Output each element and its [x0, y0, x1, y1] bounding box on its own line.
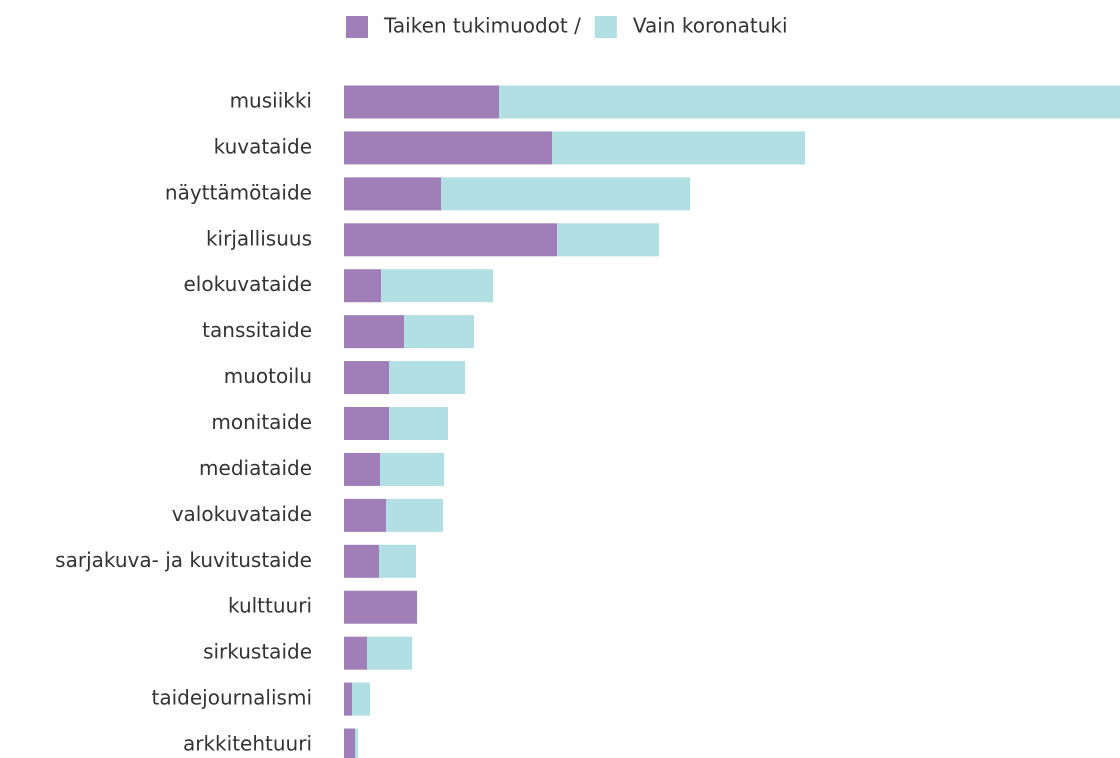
bar-segment — [344, 498, 386, 532]
category-label: musiikki — [230, 89, 312, 113]
bar-segment — [441, 177, 690, 211]
category-label: muotoilu — [224, 364, 312, 388]
bar-segment — [552, 131, 805, 165]
bar-segment — [389, 361, 465, 395]
bar-segment — [344, 85, 499, 119]
bar-segment — [389, 407, 448, 441]
bar-segment — [344, 177, 441, 211]
bar-segment — [344, 728, 355, 758]
category-label: sarjakuva- ja kuvitustaide — [55, 548, 312, 572]
legend-swatch — [346, 16, 368, 38]
bar-segment — [380, 452, 444, 486]
legend-swatch — [594, 16, 617, 38]
bar-segment — [557, 223, 659, 257]
bar-segment — [344, 361, 389, 395]
bar-segment — [352, 682, 370, 716]
category-label: näyttämötaide — [165, 180, 312, 204]
bar-segment — [344, 407, 389, 441]
category-label: arkkitehtuuri — [183, 732, 312, 756]
category-label: kirjallisuus — [206, 226, 312, 250]
category-label: kulttuuri — [228, 594, 312, 618]
bar-segment — [344, 452, 380, 486]
bar-segment — [344, 131, 552, 165]
category-label: kuvataide — [214, 134, 312, 158]
bar-segment — [344, 590, 417, 624]
bar-segment — [404, 315, 474, 349]
bar-segment — [344, 223, 557, 257]
legend-label: Vain koronatuki — [633, 14, 788, 38]
bar-segment — [499, 85, 1120, 119]
bar-segment — [367, 636, 412, 670]
bar-segment — [381, 269, 493, 303]
bar-segment — [344, 315, 404, 349]
bar-segment — [344, 269, 381, 303]
category-label: monitaide — [211, 410, 312, 434]
category-label: tanssitaide — [202, 318, 312, 342]
bar-segment — [344, 682, 352, 716]
category-label: sirkustaide — [203, 640, 312, 664]
category-label: mediataide — [199, 456, 312, 480]
bar-segment — [379, 544, 416, 578]
category-label: taidejournalismi — [152, 686, 313, 710]
legend-label: Taiken tukimuodot / — [383, 14, 581, 38]
bar-segment — [355, 728, 358, 758]
bar-segment — [344, 636, 367, 670]
bar-segment — [386, 498, 443, 532]
bar-segment — [344, 544, 379, 578]
category-label: elokuvataide — [184, 272, 313, 296]
category-label: valokuvataide — [172, 502, 312, 526]
